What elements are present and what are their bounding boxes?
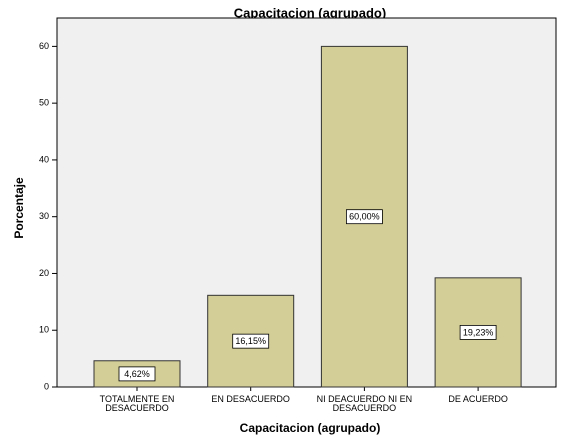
value-label-box: [118, 366, 156, 382]
value-label-box: [232, 333, 270, 349]
value-label: 19,23%: [463, 327, 494, 337]
y-tick-label: 20: [39, 268, 49, 278]
chart-title: Capacitacion (agrupado): [234, 5, 386, 20]
x-axis-title: Capacitacion (agrupado): [240, 421, 381, 435]
y-tick-label: 40: [39, 154, 49, 164]
y-tick-label: 60: [39, 41, 49, 51]
value-label-box: [459, 325, 497, 340]
x-tick-label: TOTALMENTE EN DESACUERDO: [99, 394, 175, 413]
value-label: 16,15%: [235, 336, 266, 346]
x-tick-label: DE ACUERDO: [448, 394, 508, 404]
x-tick-label: EN DESACUERDO: [211, 394, 290, 404]
y-tick-label: 50: [39, 98, 49, 108]
y-axis-title: Porcentaje: [12, 177, 26, 239]
value-label: 60,00%: [349, 212, 380, 222]
y-tick-label: 0: [44, 381, 49, 391]
x-tick-label: NI DEACUERDO NI EN DESACUERDO: [316, 394, 413, 413]
y-tick-label: 30: [39, 211, 49, 221]
value-label-box: [345, 209, 383, 225]
value-label: 4,62%: [124, 369, 150, 379]
y-tick-label: 10: [39, 325, 49, 335]
